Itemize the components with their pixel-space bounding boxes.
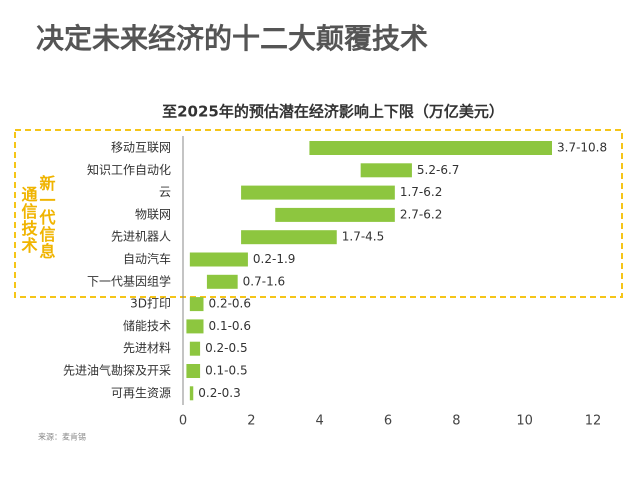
y-tick-label: 下一代基因组学 bbox=[87, 273, 171, 288]
x-tick-label: 2 bbox=[247, 414, 255, 429]
bar bbox=[275, 207, 395, 222]
bar bbox=[186, 364, 201, 378]
value-label: 5.2-6.7 bbox=[417, 163, 460, 177]
x-tick-label: 10 bbox=[516, 414, 533, 429]
y-tick-label: 3D打印 bbox=[130, 297, 171, 311]
value-label: 1.7-4.5 bbox=[342, 230, 385, 244]
value-label: 0.2-0.5 bbox=[205, 341, 248, 355]
bar bbox=[206, 274, 238, 289]
bar bbox=[189, 297, 204, 312]
y-tick-label: 物联网 bbox=[135, 207, 171, 221]
y-tick-label: 可再生资源 bbox=[111, 386, 171, 400]
group-annotation: 新一代信息 bbox=[37, 174, 57, 260]
y-tick-label: 云 bbox=[159, 185, 171, 199]
value-label: 0.2-0.3 bbox=[198, 386, 241, 400]
x-tick-label: 8 bbox=[452, 414, 460, 429]
chart-subtitle: 至2025年的预估潜在经济影响上下限（万亿美元） bbox=[162, 103, 504, 121]
y-tick-label: 先进机器人 bbox=[111, 230, 171, 244]
y-tick-label: 储能技术 bbox=[123, 318, 171, 333]
y-tick-label: 移动互联网 bbox=[111, 141, 171, 155]
bar bbox=[186, 319, 204, 334]
y-tick-label: 先进油气勘探及开采 bbox=[63, 363, 171, 378]
value-label: 0.1-0.5 bbox=[205, 364, 248, 378]
x-tick-label: 12 bbox=[585, 414, 602, 429]
bar bbox=[189, 252, 248, 267]
bar bbox=[241, 230, 337, 245]
bar bbox=[189, 341, 201, 356]
value-label: 0.7-1.6 bbox=[243, 274, 286, 288]
value-label: 2.7-6.2 bbox=[400, 207, 443, 221]
value-label: 0.2-1.9 bbox=[253, 252, 296, 266]
x-tick-label: 0 bbox=[179, 414, 187, 429]
chart-title: 决定未来经济的十二大颠覆技术 bbox=[36, 22, 428, 55]
value-label: 3.7-10.8 bbox=[557, 141, 607, 155]
source: 来源：麦肯锡 bbox=[38, 432, 86, 442]
value-label: 0.1-0.6 bbox=[209, 319, 252, 333]
y-tick-label: 自动汽车 bbox=[123, 251, 171, 266]
y-tick-label: 先进材料 bbox=[123, 341, 171, 355]
value-label: 1.7-6.2 bbox=[400, 185, 443, 199]
bar bbox=[309, 141, 552, 155]
group-annotation: 通信技术 bbox=[19, 186, 39, 254]
x-tick-label: 6 bbox=[384, 414, 392, 429]
bar bbox=[189, 386, 194, 401]
bar bbox=[241, 185, 395, 200]
value-label: 0.2-0.6 bbox=[209, 297, 252, 311]
bar bbox=[360, 163, 412, 178]
x-tick-label: 4 bbox=[316, 414, 324, 429]
group-box bbox=[14, 129, 623, 298]
y-tick-label: 知识工作自动化 bbox=[87, 163, 171, 177]
